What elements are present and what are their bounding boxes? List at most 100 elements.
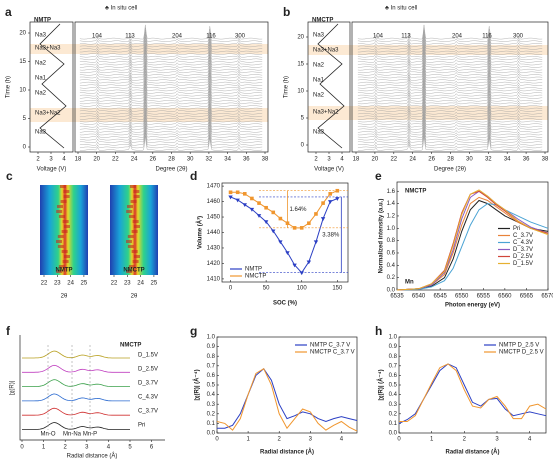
y-axis-title: Volume (Å³) <box>197 216 204 249</box>
heatmap-stripe <box>132 220 139 223</box>
xrd-pattern <box>357 120 543 136</box>
phase-label: Na2 <box>313 93 325 99</box>
x-tick-label: 3 <box>309 437 313 443</box>
xrd-pattern <box>79 71 263 86</box>
marker <box>271 229 276 234</box>
xrd-pattern <box>79 101 263 117</box>
xrd-pattern <box>79 58 263 73</box>
legend-label: D_3.7V <box>513 247 533 253</box>
y-tick-label: 0.0 <box>387 288 396 294</box>
axis-title: 2θ <box>61 294 68 300</box>
panel-label: h <box>375 324 382 338</box>
y-tick-label: 15 <box>19 59 26 65</box>
cell-label: ♣ In situ cell <box>105 6 137 12</box>
xrd-pattern <box>79 79 263 94</box>
xrd-pattern <box>79 40 263 55</box>
y-tick-label: 0.3 <box>207 402 216 408</box>
curve-label: Pri <box>138 423 145 429</box>
xrd-pattern <box>357 43 543 58</box>
x-tick-label: 6545 <box>433 294 447 300</box>
panel-label: c <box>6 169 13 183</box>
heatmap-stripe <box>133 195 140 198</box>
peak-label: 204 <box>172 34 183 40</box>
y-tick-label: 0.2 <box>387 275 396 281</box>
xrd-pattern <box>357 58 543 73</box>
y-tick-label: 1460 <box>207 199 221 205</box>
y-tick-label: 0.8 <box>387 238 396 244</box>
x-tick-label: 2 <box>64 445 68 451</box>
x-tick-label: 18 <box>75 157 82 163</box>
axis-title: 2θ <box>131 294 138 300</box>
voltage-frame <box>29 21 74 153</box>
xrd-pattern <box>79 61 263 76</box>
phase-label: Na3+Na3 <box>313 48 339 54</box>
xrd-pattern <box>79 120 263 136</box>
sample-label: NMCTP <box>120 343 141 349</box>
xrd-pattern <box>357 105 543 120</box>
x-tick-label: 150 <box>332 286 343 292</box>
peak-label: 104 <box>373 34 384 40</box>
xrd-pattern <box>79 47 263 63</box>
x-axis-title: SOC (%) <box>273 301 297 307</box>
phase-band <box>30 108 268 122</box>
x-tick-label: 26 <box>149 157 156 163</box>
legend-label: NMTP D_2.5 V <box>499 343 539 349</box>
voltage-curve <box>39 23 67 149</box>
xrd-pattern <box>79 94 263 110</box>
phase-label: Na3+Na2 <box>313 110 339 116</box>
xrd-pattern <box>357 27 543 42</box>
heatmap-stripe <box>58 215 65 218</box>
sample-label: NMTP <box>34 18 51 24</box>
x-tick-label: 28 <box>168 157 175 163</box>
marker <box>313 240 319 245</box>
sample-label: NMCTP <box>312 18 333 24</box>
x-tick-label: 6560 <box>498 294 512 300</box>
xrd-pattern <box>79 112 263 128</box>
marker <box>228 195 233 200</box>
series-line <box>399 363 547 422</box>
x-tick-label: 3 <box>85 445 89 451</box>
xrd-pattern <box>79 83 263 99</box>
xrd-pattern <box>79 49 263 66</box>
phase-label: Na2 <box>35 91 47 97</box>
series-line <box>396 190 549 291</box>
curve-label: C_3.7V <box>138 409 158 415</box>
axis-title: Voltage (V) <box>37 167 67 173</box>
annotation: NMCTP <box>405 189 426 195</box>
x-tick-label: 24 <box>137 281 144 287</box>
plot-frame <box>396 181 549 291</box>
phase-label: Na2 <box>35 61 47 67</box>
x-tick-label: 3 <box>495 437 499 443</box>
x-tick-label: 0 <box>397 437 401 443</box>
y-tick-label: 0.6 <box>387 251 396 257</box>
annotation: 3.38% <box>322 232 340 238</box>
xrd-pattern <box>357 65 543 81</box>
heatmap-stripe <box>61 250 68 253</box>
xrd-pattern <box>357 92 543 107</box>
x-tick-label: 34 <box>504 157 511 163</box>
y-tick-label: 0.9 <box>207 344 216 350</box>
heatmap-stripe <box>133 190 140 193</box>
legend-label: NMTP <box>245 267 262 273</box>
xrd-pattern <box>357 101 543 117</box>
xrd-pattern <box>79 68 263 84</box>
heatmap-stripe <box>130 185 136 188</box>
x-tick-label: 4 <box>62 157 66 163</box>
xrd-pattern <box>79 43 263 58</box>
xrd-pattern <box>79 96 263 112</box>
axes <box>19 335 165 441</box>
y-tick-label: 0.7 <box>207 363 216 369</box>
marker <box>263 220 269 225</box>
exafs-curve <box>22 393 130 402</box>
axis-title: Time (h) <box>6 76 12 98</box>
curve-label: D_3.7V <box>138 381 158 387</box>
x-tick-label: 22 <box>41 281 48 287</box>
voltage-curve <box>317 23 345 149</box>
marker <box>271 210 276 215</box>
xrd-pattern <box>79 99 263 115</box>
y-tick-label: 0 <box>23 145 27 151</box>
phase-label: Na3 <box>313 130 325 136</box>
xrd-pattern <box>79 105 263 120</box>
y-tick-label: 0.1 <box>207 421 216 427</box>
exafs-curve <box>22 422 130 430</box>
